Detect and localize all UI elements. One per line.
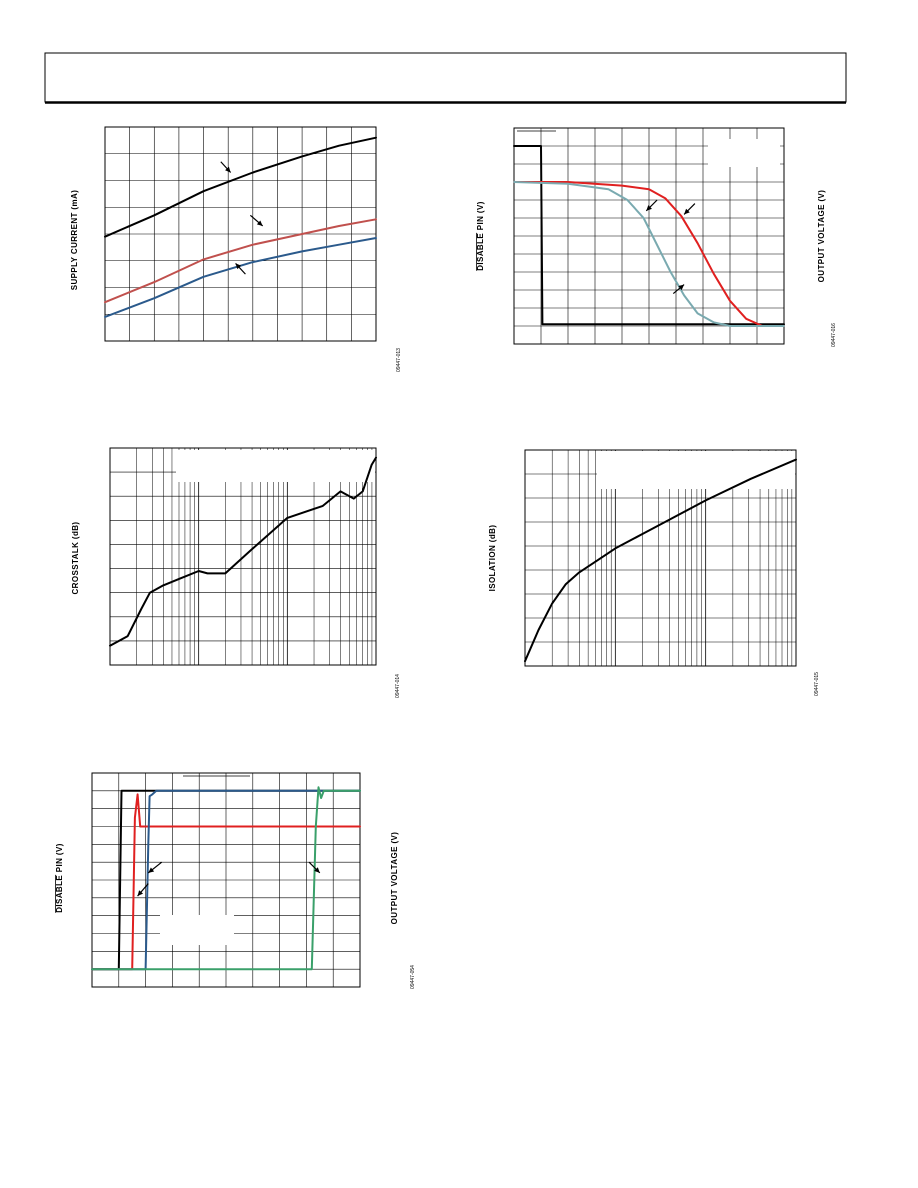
- annotation-arrow-head: [235, 263, 242, 270]
- legend-box: [176, 450, 375, 482]
- y-axis-label-rest: PIN (V): [476, 201, 485, 233]
- chart-isolation: ISOLATION (dB) 09447-015: [488, 449, 820, 696]
- series-line-1: [524, 458, 797, 663]
- plot-frame: [91, 772, 361, 988]
- annotation-arrow-head: [137, 890, 144, 897]
- figure-code: 09447-015: [814, 672, 820, 696]
- series-line-1: [104, 136, 377, 238]
- annotation-arrow-head: [148, 867, 155, 873]
- plot-frame: [109, 447, 377, 666]
- series-line-1: [513, 145, 785, 326]
- y-axis-label-right: OUTPUT VOLTAGE (V): [390, 832, 399, 925]
- series-line-4: [91, 786, 361, 971]
- chart-supply-current: SUPPLY CURRENT (mA) 09447-013: [70, 126, 402, 372]
- plot-frame: [513, 127, 785, 345]
- header-box: [44, 52, 847, 103]
- figure-code: 09447-016: [831, 323, 837, 347]
- series-line-3: [513, 181, 785, 327]
- y-axis-label-overline: DISABLE: [476, 233, 485, 271]
- figure-code: 09447-014: [395, 674, 401, 698]
- y-axis-label-overline: DISABLE: [55, 875, 64, 913]
- annotation-arrow-head: [225, 166, 231, 173]
- legend-box: [708, 139, 780, 167]
- y-axis-label: DISABLE PIN (V): [476, 201, 485, 271]
- plot-frame: [104, 126, 377, 342]
- annotation-arrow-head: [684, 208, 690, 215]
- y-axis-label: ISOLATION (dB): [488, 525, 497, 592]
- series-line-2: [513, 181, 785, 327]
- y-axis-label: CROSSTALK (dB): [71, 522, 80, 595]
- annotation-arrow-head: [256, 220, 263, 226]
- chart-disable-turn-on: DISABLE PIN (V) OUTPUT VOLTAGE (V) 09447…: [55, 772, 416, 989]
- legend-box: [597, 451, 795, 489]
- annotation-arrow-head: [646, 205, 652, 211]
- y-axis-label-right: OUTPUT VOLTAGE (V): [817, 190, 826, 283]
- legend-box: [160, 915, 234, 945]
- y-axis-label: DISABLE PIN (V): [55, 843, 64, 913]
- series-line-1: [109, 456, 377, 647]
- series-line-2: [104, 218, 377, 304]
- chart-disable-turn-off: DISABLE PIN (V) OUTPUT VOLTAGE (V) 09447…: [476, 127, 837, 347]
- chart-crosstalk: CROSSTALK (dB) 09447-014: [71, 447, 401, 698]
- figure-code: 09447-054: [410, 965, 416, 989]
- annotation-arrow-head: [314, 867, 320, 873]
- plot-frame: [524, 449, 797, 667]
- annotation-arrow-head: [678, 284, 685, 291]
- y-axis-label-rest: PIN (V): [55, 843, 64, 875]
- y-axis-label: SUPPLY CURRENT (mA): [70, 190, 79, 291]
- series-line-3: [104, 237, 377, 318]
- figure-code: 09447-013: [396, 348, 402, 372]
